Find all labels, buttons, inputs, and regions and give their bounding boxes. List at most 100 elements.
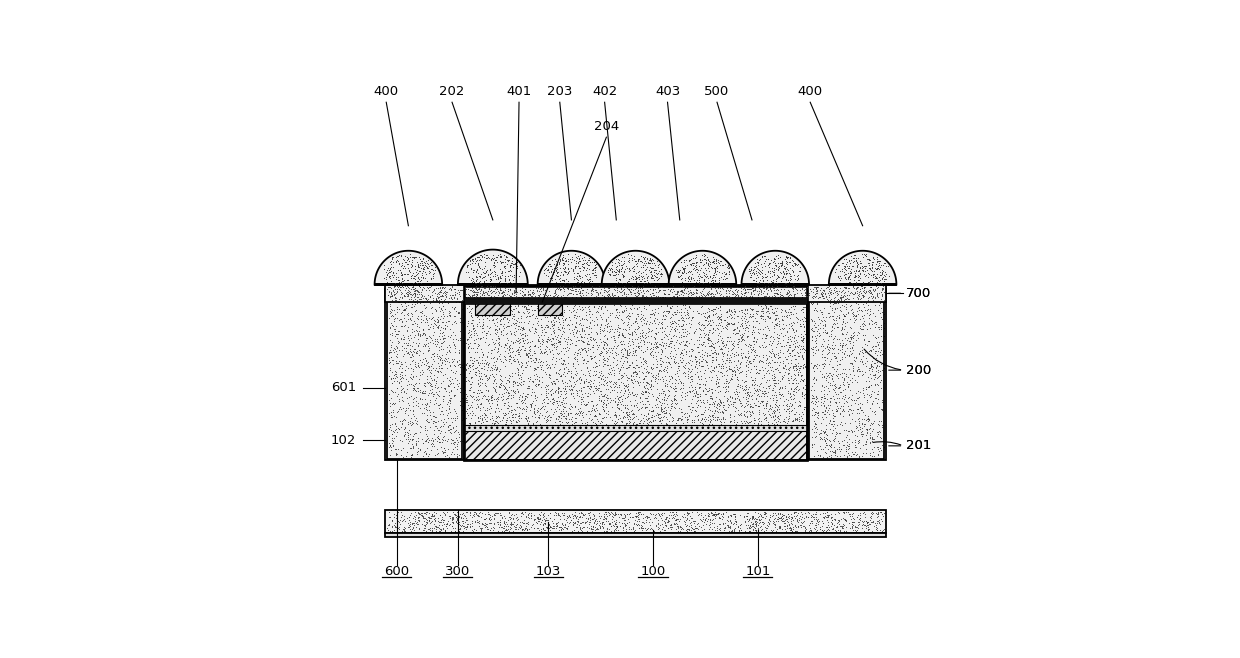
Point (588, 445, 608, 456)
Point (718, 522, 738, 532)
Point (624, 411, 644, 422)
Point (520, 405, 539, 415)
Point (756, 284, 776, 294)
Point (382, 373, 402, 384)
Point (430, 353, 450, 364)
Point (820, 281, 839, 291)
Point (670, 293, 689, 303)
Point (790, 380, 810, 391)
Point (821, 326, 841, 336)
Point (578, 522, 598, 533)
Point (487, 284, 507, 294)
Point (799, 345, 818, 355)
Point (585, 334, 605, 345)
Point (475, 421, 495, 432)
Point (567, 372, 587, 382)
Point (382, 288, 402, 298)
Point (383, 321, 403, 332)
Point (728, 442, 748, 452)
Point (444, 334, 464, 344)
Point (389, 393, 409, 404)
Point (408, 288, 428, 298)
Point (743, 407, 763, 418)
Point (564, 453, 584, 463)
Point (464, 256, 484, 266)
Point (587, 414, 606, 424)
Point (720, 318, 740, 328)
Point (728, 338, 748, 349)
Point (443, 438, 463, 448)
Point (629, 270, 649, 280)
Point (665, 286, 684, 296)
Point (775, 278, 795, 288)
Point (754, 386, 774, 396)
Point (387, 439, 407, 449)
Point (852, 319, 872, 330)
Point (743, 345, 763, 355)
Point (405, 428, 425, 439)
Point (469, 408, 489, 418)
Point (382, 399, 402, 409)
Point (465, 391, 485, 401)
Point (515, 324, 534, 335)
Point (557, 402, 577, 413)
Point (758, 405, 777, 416)
Point (589, 422, 609, 432)
Point (794, 362, 813, 372)
Point (553, 365, 573, 375)
Point (594, 392, 614, 402)
Point (567, 284, 587, 294)
Point (515, 289, 534, 299)
Point (516, 302, 536, 313)
Point (489, 332, 508, 343)
Point (382, 290, 402, 301)
Point (476, 357, 496, 368)
Point (656, 293, 676, 304)
Point (490, 265, 510, 275)
Point (606, 392, 626, 402)
Point (516, 315, 536, 326)
Point (745, 347, 765, 357)
Point (588, 405, 608, 416)
Point (748, 257, 768, 268)
Point (683, 388, 703, 398)
Point (429, 363, 449, 374)
Point (531, 426, 551, 436)
Point (804, 366, 823, 376)
Point (389, 276, 409, 287)
Point (521, 344, 541, 355)
Point (624, 512, 644, 522)
Point (856, 383, 875, 393)
Point (868, 275, 888, 286)
Point (687, 315, 707, 326)
Point (756, 413, 776, 424)
Point (552, 351, 572, 361)
Point (692, 334, 712, 345)
Point (460, 347, 480, 357)
Point (552, 326, 572, 337)
Point (651, 353, 671, 364)
Point (832, 428, 852, 439)
Point (835, 451, 854, 461)
Point (698, 394, 718, 405)
Point (413, 278, 433, 289)
Point (820, 290, 839, 300)
Point (864, 317, 884, 328)
Point (608, 418, 627, 429)
Point (546, 344, 565, 355)
Point (619, 292, 639, 303)
Point (630, 276, 650, 286)
Point (862, 451, 882, 462)
Point (393, 443, 413, 453)
Point (569, 453, 589, 463)
Point (596, 376, 616, 387)
Point (544, 521, 564, 532)
Point (502, 278, 522, 288)
Point (857, 254, 877, 265)
Point (563, 513, 583, 524)
Point (754, 388, 774, 399)
Point (745, 282, 765, 293)
Point (807, 357, 827, 367)
Point (833, 284, 853, 295)
Point (724, 324, 744, 335)
